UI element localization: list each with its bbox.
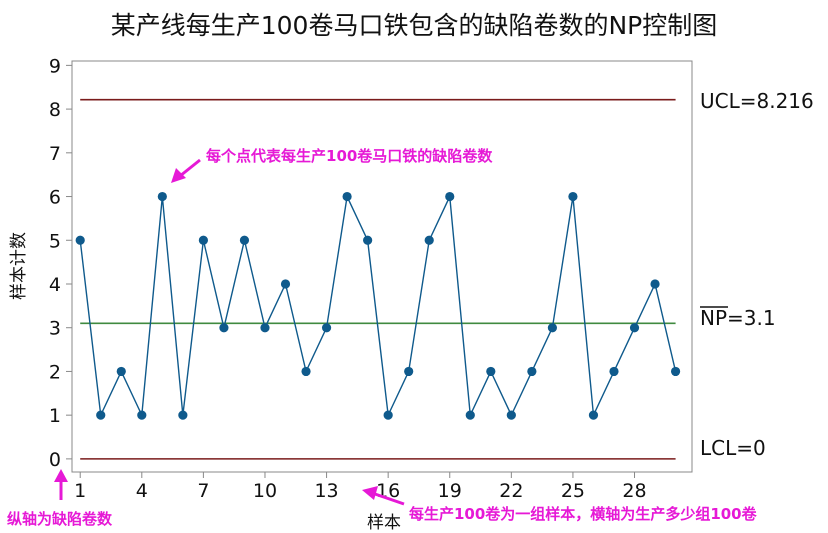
data-point-7 xyxy=(198,235,208,245)
annotation-x-axis-text: 每生产100卷为一组样本，横轴为生产多少组100卷 xyxy=(409,505,758,523)
plot-frame xyxy=(71,60,693,473)
annotation-y-axis-arrow-head xyxy=(54,469,68,482)
data-point-17 xyxy=(404,366,414,377)
annotation-point-arrow-head xyxy=(171,168,186,183)
y-tick-label-8: 8 xyxy=(49,99,61,121)
data-point-26 xyxy=(588,410,599,420)
x-tick-label-25: 25 xyxy=(561,480,585,502)
x-tick-label-22: 22 xyxy=(499,480,523,502)
data-point-16 xyxy=(383,410,393,420)
annotation-y-axis-text: 纵轴为缺陷卷数 xyxy=(7,510,113,528)
data-point-30 xyxy=(670,366,681,377)
data-point-28 xyxy=(629,323,640,333)
data-point-29 xyxy=(650,279,660,289)
y-tick-label-5: 5 xyxy=(49,230,61,252)
x-tick-label-4: 4 xyxy=(136,480,148,502)
x-tick-label-1: 1 xyxy=(74,480,86,502)
lcl-label: LCL=0 xyxy=(700,436,766,460)
data-point-25 xyxy=(568,191,578,202)
data-point-22 xyxy=(506,410,516,420)
ucl-label: UCL=8.216 xyxy=(700,89,814,113)
y-tick-label-4: 4 xyxy=(49,274,61,296)
center-line-label-np: NP xyxy=(700,306,727,330)
annotation-x-axis: 每生产100卷为一组样本，横轴为生产多少组100卷 xyxy=(362,486,758,523)
annotation-y-axis: 纵轴为缺陷卷数 xyxy=(7,469,113,528)
series xyxy=(75,191,681,420)
data-point-4 xyxy=(137,410,147,420)
data-point-14 xyxy=(342,191,352,202)
data-point-15 xyxy=(363,235,373,245)
y-axis-label: 样本计数 xyxy=(9,232,29,300)
series-line xyxy=(79,193,677,418)
annotation-x-axis-arrow-shaft xyxy=(374,492,405,506)
y-tick-label-3: 3 xyxy=(49,318,61,340)
center-line-label-value: =3.1 xyxy=(727,306,776,330)
data-point-21 xyxy=(486,366,496,377)
data-point-11 xyxy=(280,279,291,289)
x-tick-label-7: 7 xyxy=(197,480,209,502)
data-point-1 xyxy=(75,235,85,245)
y-tick-label-2: 2 xyxy=(49,361,61,383)
x-tick-label-13: 13 xyxy=(314,480,338,502)
y-tick-label-7: 7 xyxy=(49,143,61,165)
y-tick-label-1: 1 xyxy=(49,405,61,427)
data-point-3 xyxy=(116,366,126,377)
data-point-8 xyxy=(219,323,229,333)
x-tick-label-19: 19 xyxy=(438,480,462,502)
annotation-point: 每个点代表每生产100卷马口铁的缺陷卷数 xyxy=(171,147,493,183)
chart-title: 某产线每生产100卷马口铁包含的缺陷卷数的NP控制图 xyxy=(111,11,718,40)
data-point-9 xyxy=(239,235,250,245)
x-tick-label-28: 28 xyxy=(622,480,646,502)
data-point-12 xyxy=(301,366,311,377)
y-tick-label-6: 6 xyxy=(49,187,61,209)
center-line-label: NP=3.1 xyxy=(700,306,776,330)
data-point-2 xyxy=(96,410,106,420)
annotation-point-arrow-shaft xyxy=(179,158,201,178)
x-axis: 1 4 7 10 13 16 19 22 25 28 xyxy=(74,472,647,502)
x-tick-label-10: 10 xyxy=(253,480,277,502)
data-point-24 xyxy=(547,323,557,333)
data-point-10 xyxy=(260,323,270,333)
data-point-5 xyxy=(157,191,167,202)
y-tick-label-9: 9 xyxy=(49,55,61,77)
data-point-18 xyxy=(424,235,434,245)
y-tick-label-0: 0 xyxy=(49,449,61,471)
y-axis: 0 1 2 3 4 5 6 7 8 9 xyxy=(49,55,72,471)
data-point-27 xyxy=(609,366,619,377)
data-point-6 xyxy=(178,410,188,420)
data-point-13 xyxy=(321,323,332,333)
data-point-19 xyxy=(445,191,455,202)
x-axis-label: 样本 xyxy=(367,513,401,533)
annotation-x-axis-arrow-head xyxy=(362,486,378,500)
annotation-point-text: 每个点代表每生产100卷马口铁的缺陷卷数 xyxy=(206,147,493,165)
data-point-23 xyxy=(527,366,537,377)
data-point-20 xyxy=(465,410,475,420)
